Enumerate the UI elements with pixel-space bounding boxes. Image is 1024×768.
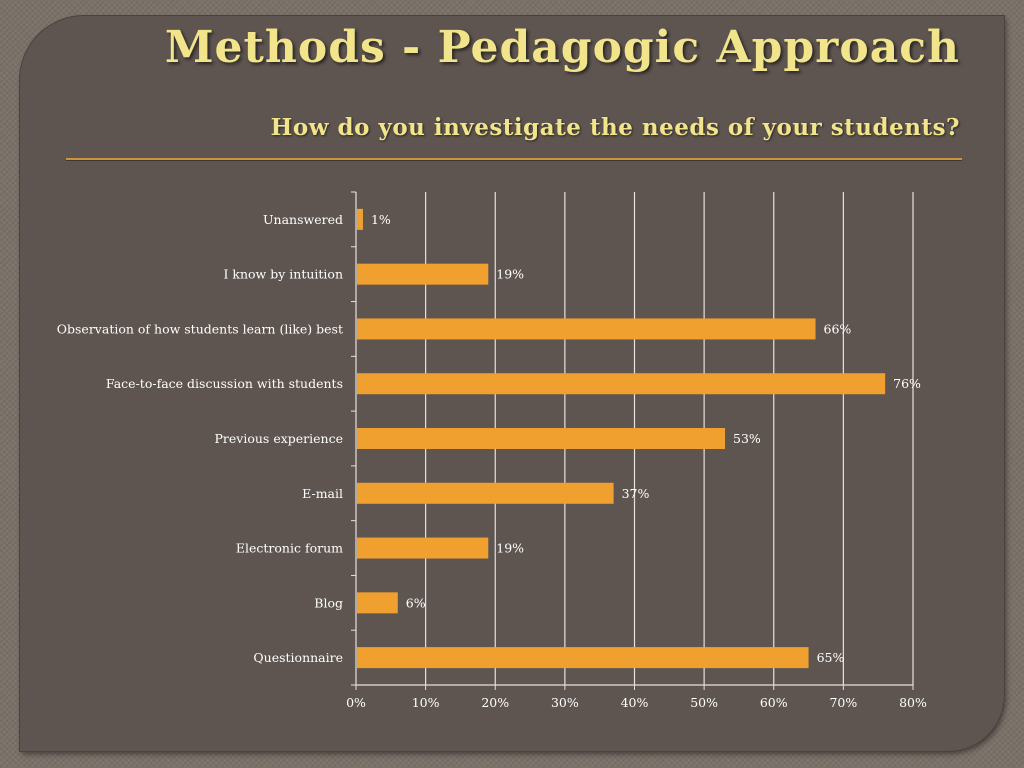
- slide-title: Methods - Pedagogic Approach: [164, 22, 960, 73]
- category-label: Unanswered: [263, 212, 343, 227]
- horizontal-bar-chart: 0% 10% 20% 30% 40% 50% 60% 70% 80% Unanswered 1% I …: [57, 191, 927, 710]
- x-tick-label: 0%: [346, 695, 366, 710]
- bar: [357, 263, 489, 285]
- x-tick-label: 40%: [621, 695, 649, 710]
- bar: [357, 373, 886, 395]
- bar: [357, 428, 726, 449]
- category-label: E-mail: [302, 486, 343, 501]
- bar: [357, 537, 489, 559]
- title-divider: [66, 158, 962, 160]
- data-label: 19%: [496, 541, 524, 556]
- slide-subtitle: How do you investigate the needs of your…: [270, 114, 960, 141]
- data-label: 37%: [622, 486, 650, 501]
- x-tick-label: 80%: [899, 695, 927, 710]
- data-label: 65%: [817, 650, 845, 665]
- category-label: Blog: [314, 595, 343, 610]
- category-label: Questionnaire: [253, 650, 343, 665]
- x-tick-label: 50%: [690, 695, 718, 710]
- x-tick-label: 60%: [760, 695, 788, 710]
- data-label: 1%: [371, 212, 391, 227]
- bar: [357, 647, 809, 669]
- slide-panel: Methods - Pedagogic Approach How do you …: [20, 16, 1004, 751]
- data-label: 76%: [893, 376, 921, 391]
- category-label: Face-to-face discussion with students: [106, 376, 343, 391]
- data-label: 19%: [496, 267, 524, 282]
- bar: [357, 208, 363, 230]
- bar: [357, 592, 398, 614]
- x-tick-label: 20%: [481, 695, 509, 710]
- category-label: I know by intuition: [224, 267, 344, 282]
- category-label: Observation of how students learn (like)…: [57, 321, 343, 336]
- data-label: 6%: [406, 595, 426, 610]
- x-tick-label: 70%: [829, 695, 857, 710]
- x-tick-label: 30%: [551, 695, 579, 710]
- category-label: Electronic forum: [236, 541, 343, 556]
- x-tick-label: 10%: [412, 695, 440, 710]
- bar: [357, 482, 614, 504]
- category-label: Previous experience: [215, 431, 343, 446]
- bar: [357, 318, 816, 340]
- data-label: 53%: [733, 431, 761, 446]
- data-label: 66%: [824, 321, 852, 336]
